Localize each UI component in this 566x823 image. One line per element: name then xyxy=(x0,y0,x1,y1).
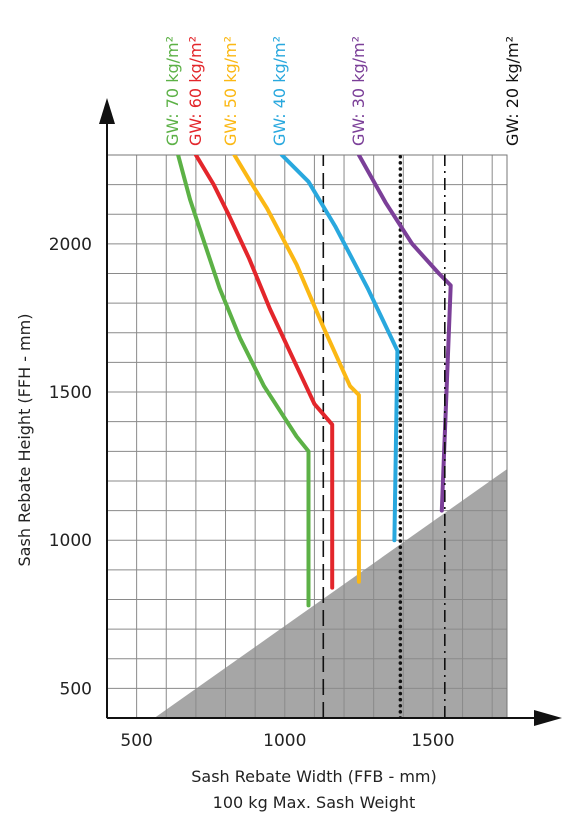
series-label-3: GW: 40 kg/m² xyxy=(270,36,289,146)
y-tick-label: 2000 xyxy=(49,235,92,255)
excluded-region xyxy=(154,469,507,718)
series-label-2: GW: 50 kg/m² xyxy=(221,36,240,146)
series-labels: GW: 70 kg/m² GW: 60 kg/m² GW: 50 kg/m² GW: … xyxy=(163,36,522,146)
y-tick-label: 1500 xyxy=(49,383,92,403)
x-tick-label: 1000 xyxy=(263,731,306,751)
series-line-4 xyxy=(356,155,453,513)
y-tick-label: 500 xyxy=(60,679,92,699)
x-axis-subtitle: 100 kg Max. Sash Weight xyxy=(213,793,416,812)
y-axis-arrow-icon xyxy=(99,98,115,124)
axes xyxy=(99,98,562,726)
y-axis-title: Sash Rebate Height (FFH - mm) xyxy=(15,314,34,567)
x-tick-label: 500 xyxy=(120,731,152,751)
tick-labels: 500 1000 1500 500 1000 1500 2000 xyxy=(49,235,455,751)
series-label-5: GW: 20 kg/m² xyxy=(503,36,522,146)
series-line-1 xyxy=(193,155,335,590)
x-tick-label: 1500 xyxy=(411,731,454,751)
series-line-0 xyxy=(176,155,311,608)
series-label-4: GW: 30 kg/m² xyxy=(349,36,368,146)
series-lines xyxy=(176,155,453,718)
x-axis-title: Sash Rebate Width (FFB - mm) xyxy=(191,767,436,786)
excluded-region-shape xyxy=(154,469,507,718)
y-tick-label: 1000 xyxy=(49,531,92,551)
series-label-1: GW: 60 kg/m² xyxy=(186,36,205,146)
series-label-0: GW: 70 kg/m² xyxy=(163,36,182,146)
x-axis-arrow-icon xyxy=(534,710,562,726)
series-line-2 xyxy=(232,155,361,584)
series-line-3 xyxy=(279,155,400,543)
